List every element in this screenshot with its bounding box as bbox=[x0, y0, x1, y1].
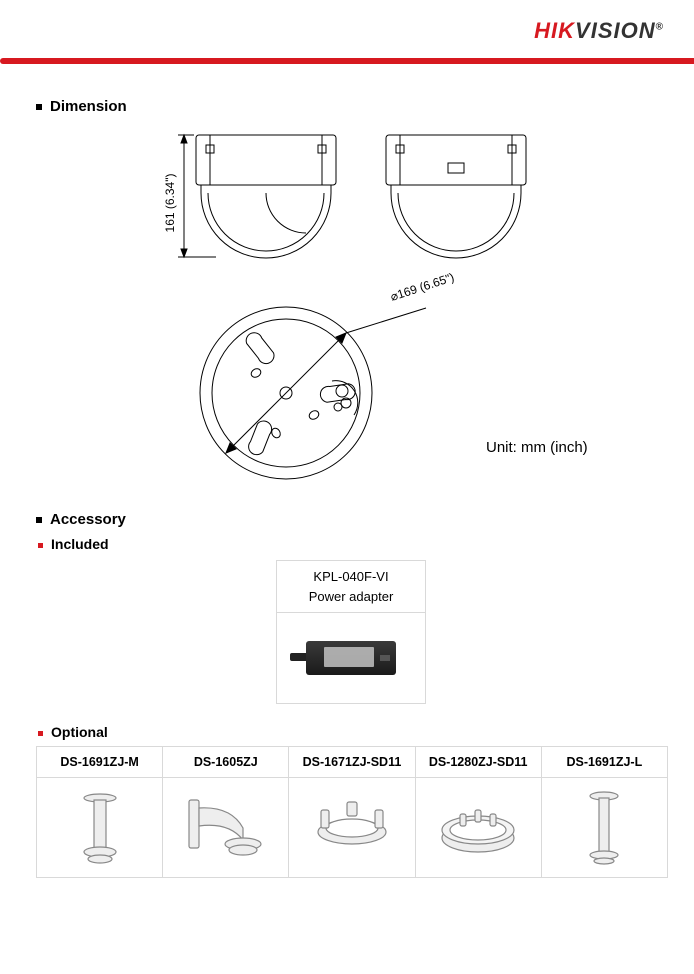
in-ceiling-mount-icon bbox=[307, 788, 397, 868]
bullet-icon bbox=[36, 104, 42, 110]
table-header-row: DS-1691ZJ-M DS-1605ZJ DS-1671ZJ-SD11 DS-… bbox=[37, 747, 668, 778]
pendant-mount-long-icon bbox=[569, 788, 639, 868]
sub-bullet-icon bbox=[38, 543, 43, 548]
accessory-title-text: Accessory bbox=[50, 511, 126, 528]
sub-bullet-icon bbox=[38, 731, 43, 736]
included-item-model: KPL-040F-VI bbox=[281, 567, 421, 587]
wall-mount-icon bbox=[181, 788, 271, 868]
junction-box-icon bbox=[433, 788, 523, 868]
optional-header-2: DS-1671ZJ-SD11 bbox=[289, 747, 415, 778]
included-item-header: KPL-040F-VI Power adapter bbox=[277, 561, 425, 613]
accessory-section-title: Accessory bbox=[36, 511, 666, 528]
table-image-row bbox=[37, 778, 668, 878]
header-divider-bar bbox=[0, 58, 694, 64]
optional-title-text: Optional bbox=[51, 724, 108, 740]
brand-part2: VISION bbox=[575, 18, 656, 43]
optional-header-0: DS-1691ZJ-M bbox=[37, 747, 163, 778]
dimension-diagram: 161 (6.34") ⌀169 (6.65") Unit: mm (inch) bbox=[116, 123, 676, 493]
optional-header-1: DS-1605ZJ bbox=[163, 747, 289, 778]
optional-subtitle: Optional bbox=[38, 724, 666, 740]
page-header: HIKVISION® bbox=[0, 0, 694, 80]
page-content: Dimension bbox=[0, 98, 694, 878]
included-item-name: Power adapter bbox=[281, 587, 421, 607]
optional-accessories-table: DS-1691ZJ-M DS-1605ZJ DS-1671ZJ-SD11 DS-… bbox=[36, 746, 668, 878]
registered-mark: ® bbox=[656, 22, 664, 33]
dimension-title-text: Dimension bbox=[50, 98, 127, 115]
optional-cell-0 bbox=[37, 778, 163, 878]
pendant-mount-icon bbox=[65, 788, 135, 868]
included-title-text: Included bbox=[51, 536, 109, 552]
brand-logo: HIKVISION® bbox=[534, 18, 664, 44]
bullet-icon bbox=[36, 517, 42, 523]
power-adapter-icon bbox=[306, 641, 396, 675]
optional-cell-2 bbox=[289, 778, 415, 878]
optional-header-4: DS-1691ZJ-L bbox=[541, 747, 667, 778]
optional-header-3: DS-1280ZJ-SD11 bbox=[415, 747, 541, 778]
diameter-dimension-label: ⌀169 (6.65") bbox=[389, 270, 456, 304]
optional-cell-1 bbox=[163, 778, 289, 878]
optional-cell-3 bbox=[415, 778, 541, 878]
included-subtitle: Included bbox=[38, 536, 666, 552]
included-item-image bbox=[277, 613, 425, 703]
brand-part1: HIK bbox=[534, 18, 575, 43]
included-item-box: KPL-040F-VI Power adapter bbox=[276, 560, 426, 704]
height-dimension-label: 161 (6.34") bbox=[163, 174, 177, 233]
dimension-section-title: Dimension bbox=[36, 98, 666, 115]
dimension-drawing-svg: 161 (6.34") ⌀169 (6.65") bbox=[116, 123, 676, 493]
unit-label: Unit: mm (inch) bbox=[486, 439, 588, 456]
optional-cell-4 bbox=[541, 778, 667, 878]
